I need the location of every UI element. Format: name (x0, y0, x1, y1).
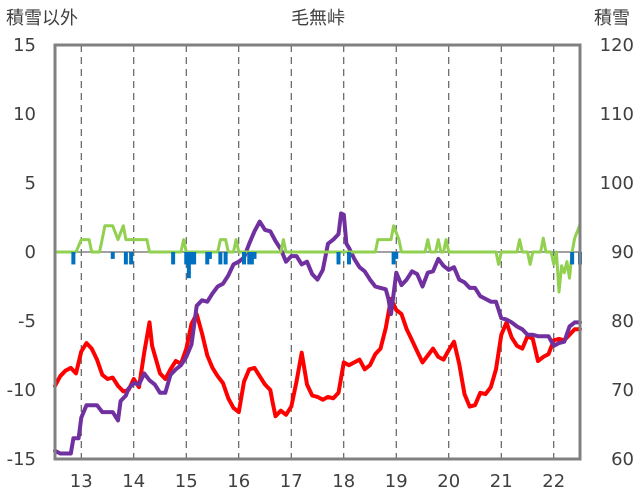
series-line-1 (53, 296, 582, 419)
x-tick-label: 18 (332, 471, 355, 492)
right-tick-label: 60 (611, 449, 634, 470)
precip-bar (71, 252, 76, 265)
precip-bar (391, 252, 396, 265)
right-tick-label: 120 (600, 35, 634, 56)
precip-bar (347, 252, 351, 265)
x-tick-label: 20 (437, 471, 460, 492)
precip-bar (218, 252, 223, 265)
precip-bar (336, 252, 341, 265)
precip-bar (110, 252, 115, 259)
left-tick-label: -10 (7, 380, 36, 401)
series-line-2 (53, 211, 582, 456)
x-tick-label: 21 (490, 471, 513, 492)
left-tick-label: 5 (25, 173, 36, 194)
plot-frame (53, 43, 582, 461)
x-tick-label: 14 (122, 471, 145, 492)
left-tick-label: 15 (13, 35, 36, 56)
right-tick-label: 80 (611, 311, 634, 332)
x-tick-label: 22 (542, 471, 565, 492)
precip-bar (129, 252, 134, 265)
left-tick-label: 0 (25, 242, 36, 263)
precip-bar (394, 252, 399, 259)
left-tick-label: -15 (7, 449, 36, 470)
precip-bar (171, 252, 176, 265)
left-axis-label: 積雪以外 (6, 8, 78, 29)
precip-bar (186, 252, 191, 279)
x-tick-label: 17 (280, 471, 303, 492)
left-tick-label: 10 (13, 104, 36, 125)
series-layer (53, 211, 582, 456)
x-tick-label: 13 (70, 471, 93, 492)
precip-bar (247, 252, 252, 265)
precip-bar (123, 252, 128, 265)
x-tick-label: 15 (175, 471, 198, 492)
chart-title: 毛無峠 (291, 8, 345, 29)
x-tick-label: 16 (227, 471, 250, 492)
right-tick-label: 100 (600, 173, 634, 194)
precip-bar (223, 252, 228, 265)
precip-bar (205, 252, 210, 265)
x-tick-label: 19 (385, 471, 408, 492)
precip-bar (242, 252, 246, 265)
precip-bar (252, 252, 257, 259)
precip-bar (207, 252, 212, 259)
left-tick-label: -5 (18, 311, 36, 332)
right-tick-label: 110 (600, 104, 634, 125)
right-tick-label: 70 (611, 380, 634, 401)
precip-bar (192, 252, 197, 265)
series-line-3 (53, 222, 582, 294)
precip-bar (570, 252, 575, 265)
precip-bar (249, 252, 254, 265)
precip-bar (184, 252, 189, 265)
precip-bar (189, 252, 194, 265)
right-axis-label: 積雪 (594, 8, 630, 29)
ticks-layer: 13 14 15 16 17 18 19 20 21 22 15 10 5 0 -5 -10 -15 120 110… (7, 35, 634, 492)
right-tick-label: 90 (611, 242, 634, 263)
